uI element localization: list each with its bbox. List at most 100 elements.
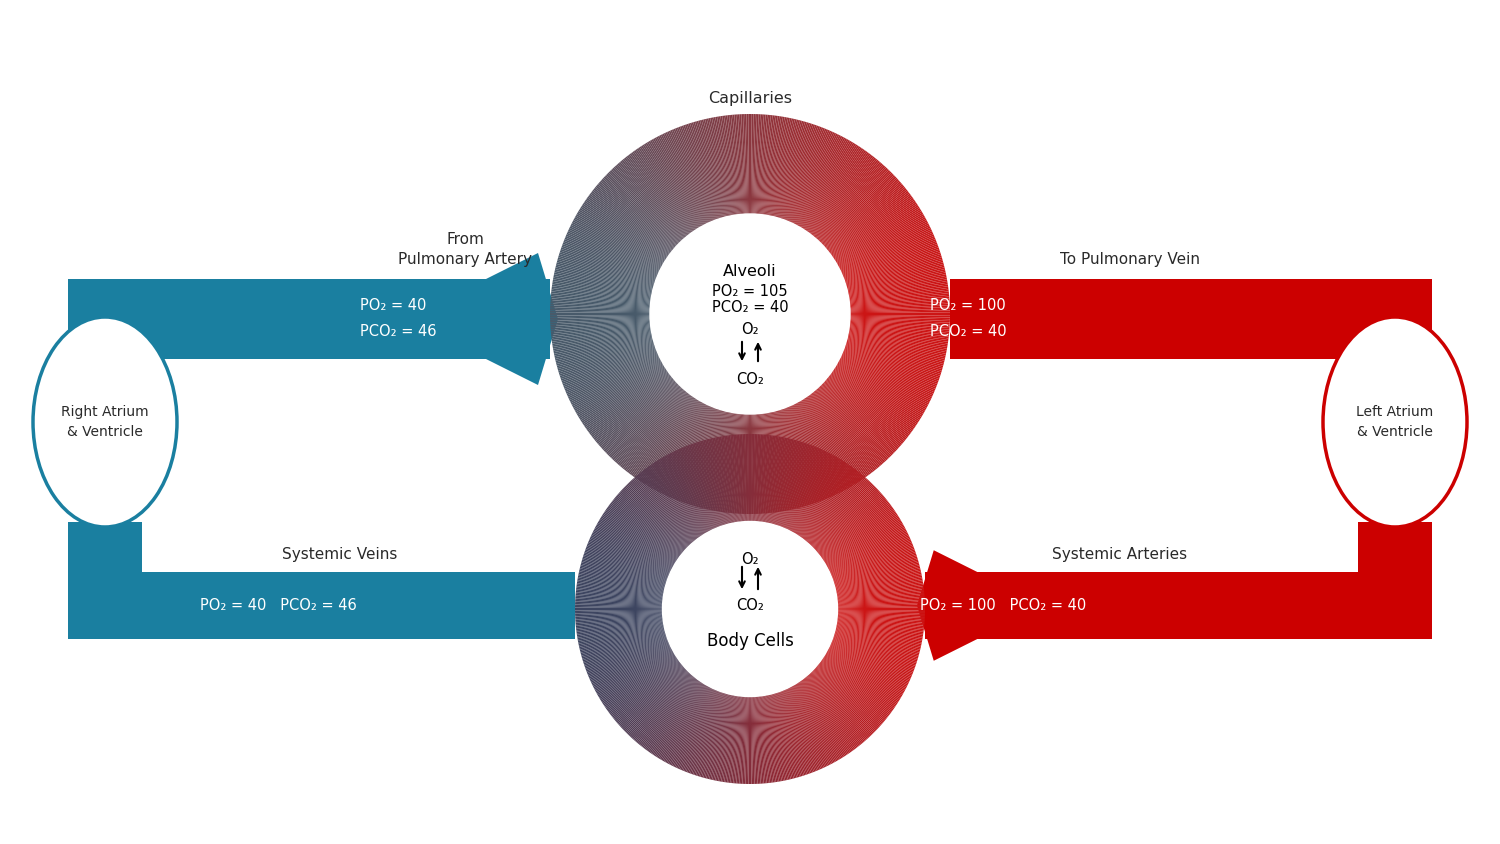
Wedge shape: [636, 396, 693, 479]
Wedge shape: [758, 696, 766, 783]
Wedge shape: [828, 527, 904, 569]
Wedge shape: [783, 446, 818, 528]
Wedge shape: [627, 671, 688, 733]
Wedge shape: [807, 675, 865, 742]
Wedge shape: [592, 190, 672, 252]
Wedge shape: [639, 677, 694, 745]
Wedge shape: [810, 154, 870, 234]
Wedge shape: [657, 136, 705, 225]
Wedge shape: [796, 683, 846, 756]
Wedge shape: [837, 600, 926, 605]
Wedge shape: [833, 199, 915, 257]
Wedge shape: [815, 490, 879, 550]
Wedge shape: [584, 203, 668, 259]
Wedge shape: [818, 498, 886, 554]
Wedge shape: [616, 666, 684, 724]
Wedge shape: [556, 339, 654, 365]
Wedge shape: [834, 558, 918, 584]
Wedge shape: [735, 435, 742, 522]
Wedge shape: [788, 128, 826, 222]
Wedge shape: [837, 589, 924, 600]
Wedge shape: [580, 631, 666, 654]
Wedge shape: [839, 360, 928, 406]
Wedge shape: [586, 545, 669, 577]
Wedge shape: [663, 404, 706, 495]
Wedge shape: [846, 262, 944, 289]
Wedge shape: [550, 309, 650, 312]
Wedge shape: [579, 366, 664, 420]
Wedge shape: [768, 437, 786, 523]
Wedge shape: [837, 587, 924, 599]
Wedge shape: [796, 402, 846, 490]
Wedge shape: [584, 636, 668, 666]
Wedge shape: [821, 661, 891, 714]
Wedge shape: [657, 683, 705, 758]
Wedge shape: [833, 637, 915, 668]
Wedge shape: [740, 696, 746, 784]
Wedge shape: [556, 264, 652, 289]
Wedge shape: [586, 372, 669, 431]
Wedge shape: [844, 247, 939, 281]
Wedge shape: [560, 252, 656, 284]
Wedge shape: [568, 230, 660, 273]
Wedge shape: [818, 496, 885, 554]
Wedge shape: [807, 150, 865, 233]
Wedge shape: [776, 441, 802, 526]
Wedge shape: [825, 520, 902, 565]
Wedge shape: [825, 379, 902, 446]
Wedge shape: [837, 617, 924, 625]
Wedge shape: [634, 675, 693, 742]
Wedge shape: [614, 387, 682, 462]
Wedge shape: [579, 208, 664, 262]
Wedge shape: [668, 454, 710, 532]
Wedge shape: [576, 617, 663, 625]
Wedge shape: [616, 665, 684, 722]
Wedge shape: [560, 251, 656, 283]
Wedge shape: [849, 289, 948, 303]
Wedge shape: [831, 371, 914, 430]
Wedge shape: [789, 687, 830, 766]
Wedge shape: [600, 654, 675, 701]
Wedge shape: [560, 344, 656, 376]
Wedge shape: [837, 613, 926, 618]
Wedge shape: [837, 580, 922, 595]
Wedge shape: [788, 451, 826, 530]
Wedge shape: [813, 486, 876, 549]
Wedge shape: [628, 482, 690, 546]
Wedge shape: [748, 696, 750, 784]
Polygon shape: [68, 279, 142, 359]
Wedge shape: [827, 652, 903, 696]
Wedge shape: [846, 259, 942, 287]
Wedge shape: [786, 450, 824, 530]
Wedge shape: [849, 286, 948, 301]
Wedge shape: [847, 335, 945, 357]
Polygon shape: [68, 322, 142, 359]
Wedge shape: [730, 115, 741, 214]
Wedge shape: [792, 133, 836, 224]
Wedge shape: [550, 306, 650, 311]
Wedge shape: [818, 664, 886, 720]
Wedge shape: [555, 271, 652, 293]
Wedge shape: [783, 447, 819, 528]
Wedge shape: [824, 177, 897, 246]
Wedge shape: [836, 625, 922, 641]
Wedge shape: [550, 293, 651, 305]
Wedge shape: [771, 694, 792, 779]
Wedge shape: [827, 377, 906, 441]
Wedge shape: [624, 392, 687, 470]
Wedge shape: [584, 636, 668, 663]
Wedge shape: [800, 401, 850, 488]
Wedge shape: [678, 449, 714, 529]
Wedge shape: [564, 239, 657, 278]
Wedge shape: [578, 625, 664, 642]
Wedge shape: [837, 609, 926, 610]
Wedge shape: [782, 690, 814, 772]
Wedge shape: [602, 656, 676, 703]
Wedge shape: [650, 680, 700, 753]
Text: Alveoli: Alveoli: [723, 264, 777, 279]
Wedge shape: [692, 691, 722, 775]
Wedge shape: [561, 249, 656, 282]
Wedge shape: [664, 685, 708, 762]
Wedge shape: [818, 387, 886, 462]
Wedge shape: [762, 414, 776, 512]
